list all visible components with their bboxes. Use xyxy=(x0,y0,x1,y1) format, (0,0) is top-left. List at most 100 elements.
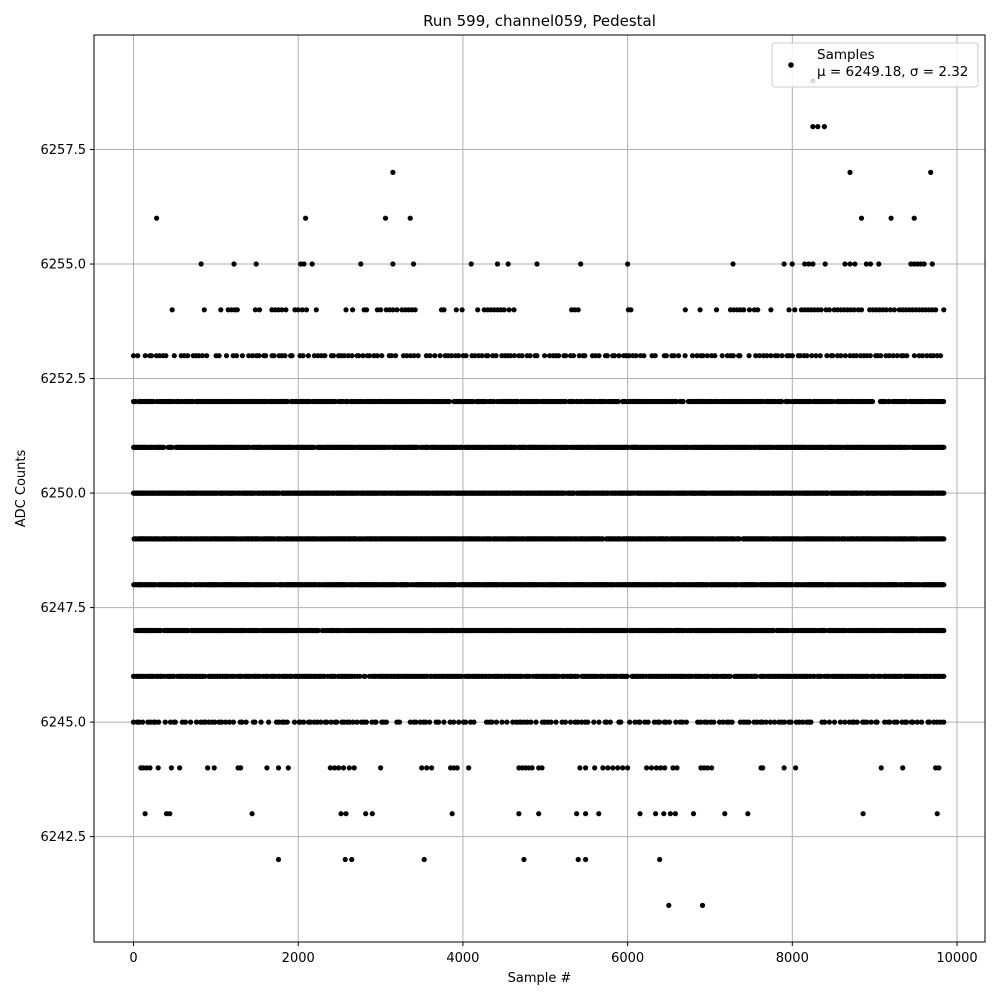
data-point xyxy=(315,627,321,634)
data-point xyxy=(451,719,457,725)
data-point xyxy=(808,719,814,725)
data-point xyxy=(499,719,505,725)
data-point xyxy=(575,673,581,679)
data-point xyxy=(396,719,403,725)
data-point xyxy=(603,719,610,725)
data-point xyxy=(903,719,910,725)
data-point xyxy=(463,719,469,725)
data-point xyxy=(673,719,679,725)
data-point xyxy=(363,719,369,725)
data-point xyxy=(831,719,838,725)
data-point xyxy=(219,719,225,725)
data-point xyxy=(591,719,597,725)
data-point xyxy=(941,627,947,634)
data-point xyxy=(720,719,726,725)
data-point xyxy=(553,719,559,725)
data-point xyxy=(727,673,733,679)
data-point xyxy=(291,719,298,725)
data-point xyxy=(130,719,137,725)
data-point xyxy=(266,719,272,725)
data-point xyxy=(788,719,794,725)
data-point xyxy=(328,719,334,725)
data-point xyxy=(919,719,925,725)
data-point xyxy=(413,719,419,725)
data-point xyxy=(716,719,723,725)
data-point xyxy=(575,719,581,725)
data-point xyxy=(334,719,340,725)
data-point xyxy=(362,673,368,679)
data-point xyxy=(894,719,900,725)
data-point xyxy=(914,719,920,725)
data-point xyxy=(510,719,516,725)
data-point xyxy=(243,719,249,725)
data-point xyxy=(156,719,162,725)
data-point xyxy=(568,719,574,725)
data-point xyxy=(800,719,806,725)
data-point xyxy=(941,673,947,679)
data-point xyxy=(645,719,651,725)
data-point xyxy=(301,719,307,725)
data-point xyxy=(711,719,717,725)
data-point xyxy=(284,719,290,725)
data-point xyxy=(679,719,686,725)
data-point xyxy=(548,719,554,725)
data-point xyxy=(941,536,947,542)
data-points xyxy=(130,78,947,909)
data-point xyxy=(324,719,330,725)
data-point xyxy=(772,719,778,725)
data-point xyxy=(456,719,462,725)
data-point xyxy=(357,673,363,679)
data-point xyxy=(140,719,146,725)
data-point xyxy=(318,719,324,725)
data-point xyxy=(447,719,453,725)
data-point xyxy=(226,719,232,725)
data-point xyxy=(759,719,766,725)
data-point xyxy=(837,719,844,725)
data-point xyxy=(763,719,769,725)
data-point xyxy=(533,719,539,725)
data-point xyxy=(753,673,759,679)
data-point xyxy=(746,719,752,725)
data-point xyxy=(489,719,495,725)
data-point xyxy=(423,719,429,725)
data-point xyxy=(842,719,848,725)
data-point xyxy=(698,719,704,725)
data-point xyxy=(624,673,630,679)
data-point xyxy=(504,719,510,725)
data-point xyxy=(373,719,379,725)
data-point xyxy=(826,719,833,725)
data-point xyxy=(212,719,218,725)
data-point xyxy=(427,719,433,725)
data-point xyxy=(666,719,673,725)
data-point xyxy=(822,719,828,725)
data-point xyxy=(441,719,447,725)
data-point xyxy=(637,719,643,725)
data-point xyxy=(618,719,624,725)
data-point xyxy=(882,719,888,725)
data-point xyxy=(471,719,477,725)
data-point xyxy=(941,582,947,588)
data-point xyxy=(926,719,933,725)
data-point xyxy=(767,719,774,725)
data-point xyxy=(528,719,534,725)
data-point xyxy=(874,719,880,725)
data-point xyxy=(854,719,860,725)
data-point xyxy=(683,719,690,725)
data-point xyxy=(383,719,389,725)
data-point xyxy=(562,719,569,725)
data-point xyxy=(239,719,245,725)
data-point xyxy=(704,719,710,725)
data-point xyxy=(781,719,788,725)
data-point xyxy=(657,719,663,725)
data-point xyxy=(436,719,442,725)
data-point xyxy=(864,719,870,725)
data-point xyxy=(596,719,602,725)
data-point xyxy=(193,719,200,725)
data-point xyxy=(354,719,360,725)
data-point xyxy=(493,719,500,725)
data-point xyxy=(729,719,735,725)
data-point xyxy=(887,719,893,725)
data-point xyxy=(941,444,947,450)
